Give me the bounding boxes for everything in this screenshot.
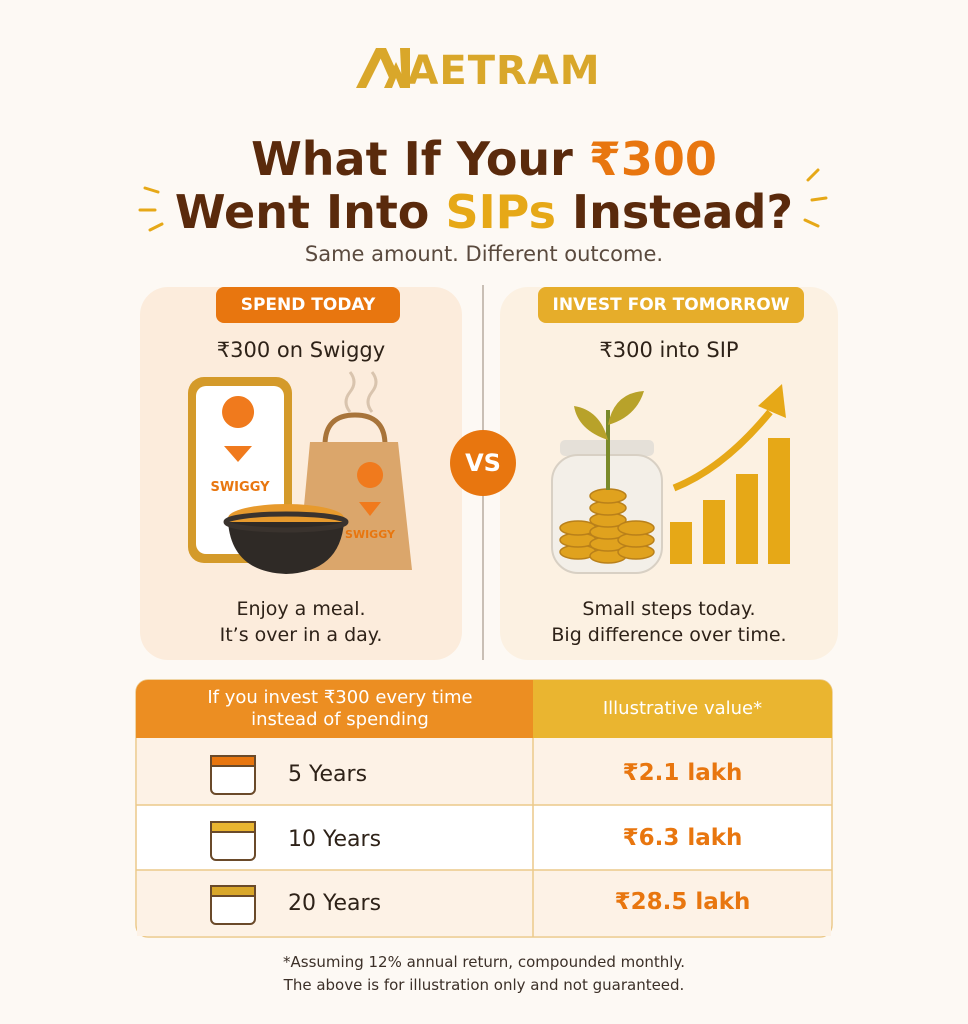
jar-illustration (551, 391, 663, 574)
table-header: Illustrative value* (602, 698, 763, 719)
badge-bg (538, 287, 804, 323)
headline: Went Into SIPs Instead? (0, 185, 968, 239)
logo-mark (356, 48, 410, 88)
headline: What If Your ₹300 (0, 132, 968, 186)
table-cell: 5 Years (288, 762, 368, 787)
card-caption: Enjoy a meal. It’s over in a day. (140, 596, 462, 648)
table-cell: ₹28.5 lakh (614, 889, 751, 915)
table-frame (135, 679, 833, 938)
caption-line: Enjoy a meal. (236, 598, 366, 620)
calendar-icons (210, 755, 256, 925)
brand: AETRAM (407, 48, 601, 94)
brand-mark: SWIGGY (210, 480, 270, 495)
vs-badge: VS (450, 430, 516, 496)
brand-mark: SWIGGY (345, 528, 395, 541)
table-header: If you invest ₹300 every time instead of… (207, 687, 473, 730)
caption-line: Small steps today. (582, 598, 756, 620)
badge-bg (216, 287, 400, 323)
pot-illustration (223, 504, 349, 574)
headline-amount: ₹300 (588, 132, 717, 186)
card-heading: ₹300 into SIP (599, 338, 739, 362)
table-cell: ₹6.3 lakh (622, 825, 743, 851)
headline-text: What If Your (251, 132, 573, 186)
table-cell: 20 Years (288, 891, 382, 916)
table-cell: 10 Years (288, 827, 382, 852)
headline-text: Instead? (571, 185, 794, 239)
headline-highlight: SIPs (445, 185, 556, 239)
badge: SPEND TODAY (240, 295, 376, 315)
card-caption: Small steps today. Big difference over ti… (500, 596, 838, 648)
headline-text: Went Into (174, 185, 430, 239)
caption-line: It’s over in a day. (219, 624, 383, 646)
card-heading: ₹300 on Swiggy (216, 338, 386, 362)
growth-illustration (670, 384, 790, 564)
footnote: *Assuming 12% annual return, compounded … (283, 953, 685, 971)
subtitle: Same amount. Different outcome. (304, 242, 664, 266)
decor (138, 168, 828, 232)
badge: INVEST FOR TOMORROW (552, 295, 790, 315)
caption-line: Big difference over time. (551, 624, 787, 646)
footnote: The above is for illustration only and n… (283, 976, 685, 994)
table-cell: ₹2.1 lakh (622, 760, 743, 786)
